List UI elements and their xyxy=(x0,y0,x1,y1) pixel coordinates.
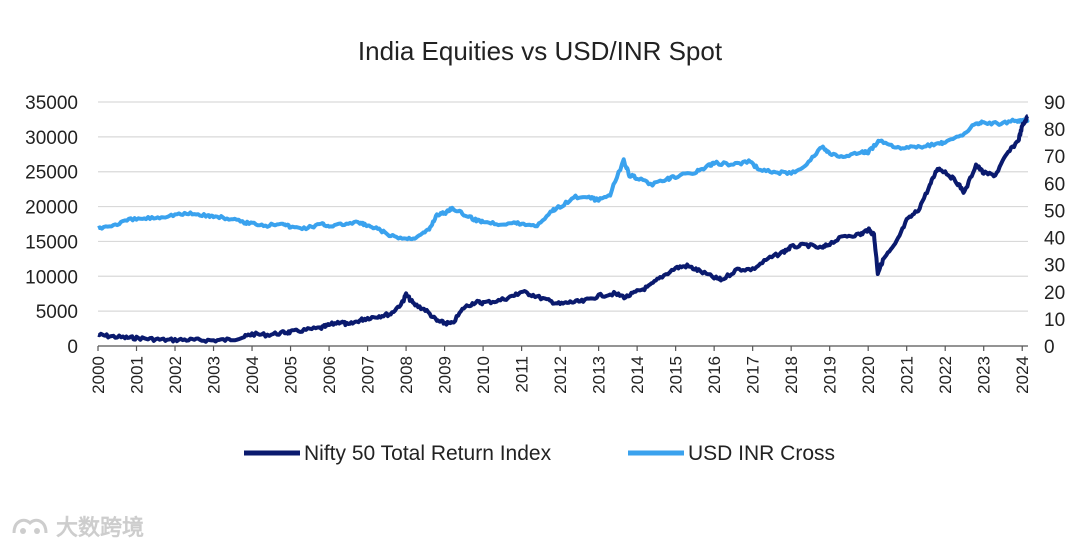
y-right-tick-label: 80 xyxy=(1044,120,1065,141)
y-right-tick-label: 70 xyxy=(1044,147,1065,168)
x-tick-label: 2024 xyxy=(1013,356,1032,394)
y-right-tick-label: 50 xyxy=(1044,201,1065,222)
series-line-nifty-50-total-return xyxy=(97,114,1030,344)
x-tick-label: 2016 xyxy=(705,356,724,394)
x-tick-label: 2013 xyxy=(590,356,609,394)
y-right-tick-label: 30 xyxy=(1044,256,1065,277)
y-right-tick-label: 0 xyxy=(1044,337,1055,358)
x-tick-label: 2006 xyxy=(320,356,339,394)
chart-title: India Equities vs USD/INR Spot xyxy=(358,36,723,66)
x-tick-label: 2015 xyxy=(667,356,686,394)
x-tick-label: 2003 xyxy=(205,356,224,394)
x-tick-label: 2005 xyxy=(282,356,301,394)
y-left-tick-label: 15000 xyxy=(25,232,78,253)
watermark-text: 大数跨境 xyxy=(56,515,145,540)
legend-label-usdinr: USD INR Cross xyxy=(688,442,835,465)
x-tick-label: 2022 xyxy=(936,356,955,394)
legend-label-nifty: Nifty 50 Total Return Index xyxy=(304,442,552,465)
legend: Nifty 50 Total Return Index USD INR Cros… xyxy=(244,442,835,465)
y-right-tick-label: 40 xyxy=(1044,229,1065,250)
y-axis-right: 0 10 20 30 40 50 60 70 80 90 xyxy=(1044,93,1065,358)
x-tick-label: 2014 xyxy=(628,356,647,394)
watermark: 大数跨境 xyxy=(10,510,144,542)
y-left-tick-label: 5000 xyxy=(36,302,78,323)
x-tick-label: 2011 xyxy=(513,356,532,393)
y-right-tick-label: 10 xyxy=(1044,310,1065,331)
x-tick-label: 2001 xyxy=(128,356,147,394)
y-left-tick-label: 0 xyxy=(67,337,78,358)
grid xyxy=(98,101,1028,347)
x-tick-label: 2007 xyxy=(359,356,378,394)
series-layer xyxy=(97,114,1030,344)
x-tick-label: 2009 xyxy=(436,356,455,394)
y-right-tick-label: 60 xyxy=(1044,174,1065,195)
x-tick-label: 2010 xyxy=(474,356,493,394)
x-tick-label: 2000 xyxy=(89,356,108,394)
y-left-tick-label: 30000 xyxy=(25,128,78,149)
y-left-tick-label: 20000 xyxy=(25,198,78,219)
y-right-tick-label: 20 xyxy=(1044,283,1065,304)
x-tick-label: 2002 xyxy=(166,356,185,394)
x-tick-label: 2023 xyxy=(975,356,994,394)
x-tick-label: 2004 xyxy=(243,356,262,394)
y-left-tick-label: 10000 xyxy=(25,267,78,288)
x-tick-label: 2019 xyxy=(821,356,840,394)
x-tick-label: 2020 xyxy=(859,356,878,394)
y-left-tick-label: 35000 xyxy=(25,93,78,114)
series-line-usd-inr-cross xyxy=(97,117,1030,242)
x-tick-label: 2017 xyxy=(744,356,763,394)
y-axis-left: 0 5000 10000 15000 20000 25000 30000 35000 xyxy=(25,93,78,358)
x-tick-label: 2012 xyxy=(551,356,570,394)
watermark-logo-icon xyxy=(12,518,48,534)
y-left-tick-label: 25000 xyxy=(25,163,78,184)
x-tick-label: 2008 xyxy=(397,356,416,394)
x-axis: 2000 2001 2002 2003 2004 2005 2006 2007 2008 2009… xyxy=(89,346,1032,394)
x-tick-label: 2018 xyxy=(782,356,801,394)
y-right-tick-label: 90 xyxy=(1044,93,1065,114)
x-tick-label: 2021 xyxy=(898,356,917,394)
